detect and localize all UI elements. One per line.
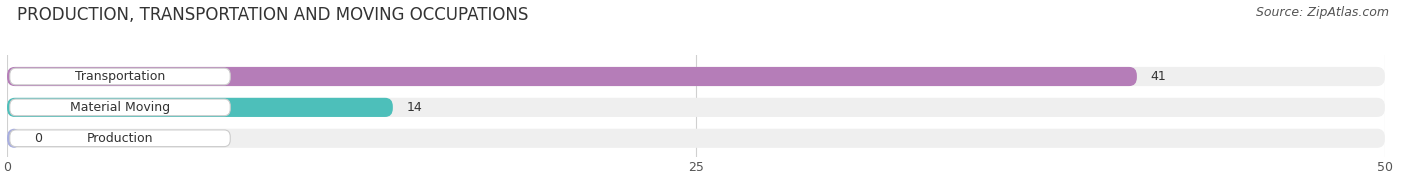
FancyBboxPatch shape [7, 98, 392, 117]
Text: Production: Production [87, 132, 153, 145]
Text: Source: ZipAtlas.com: Source: ZipAtlas.com [1256, 6, 1389, 19]
Text: 41: 41 [1150, 70, 1167, 83]
FancyBboxPatch shape [7, 67, 1137, 86]
FancyBboxPatch shape [7, 67, 1385, 86]
FancyBboxPatch shape [7, 129, 1385, 148]
FancyBboxPatch shape [7, 129, 21, 148]
FancyBboxPatch shape [7, 98, 1385, 117]
Text: Transportation: Transportation [75, 70, 165, 83]
FancyBboxPatch shape [10, 99, 231, 116]
FancyBboxPatch shape [10, 68, 231, 85]
Text: 14: 14 [406, 101, 422, 114]
Text: Material Moving: Material Moving [70, 101, 170, 114]
FancyBboxPatch shape [10, 130, 231, 147]
Text: 0: 0 [35, 132, 42, 145]
Text: PRODUCTION, TRANSPORTATION AND MOVING OCCUPATIONS: PRODUCTION, TRANSPORTATION AND MOVING OC… [17, 6, 529, 24]
